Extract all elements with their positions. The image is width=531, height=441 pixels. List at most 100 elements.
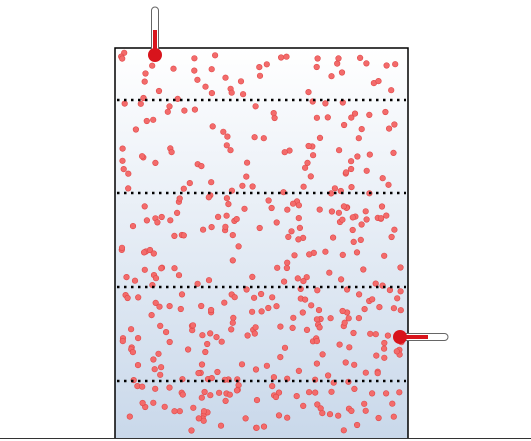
particle: [149, 63, 155, 69]
particle: [120, 158, 126, 164]
particle: [187, 180, 193, 186]
particle: [305, 160, 311, 166]
particle: [228, 327, 234, 333]
particle: [192, 107, 198, 113]
particle: [363, 408, 369, 414]
particle: [317, 325, 323, 331]
particle: [376, 415, 382, 421]
particle: [155, 220, 161, 226]
particle: [199, 163, 205, 169]
particle: [254, 397, 260, 403]
particle: [351, 330, 357, 336]
particle: [158, 364, 164, 370]
particle: [397, 390, 403, 396]
particle: [182, 108, 188, 114]
particle: [212, 53, 218, 59]
particle: [122, 101, 128, 107]
particle: [391, 305, 397, 311]
particle: [144, 218, 150, 224]
particle: [130, 223, 136, 229]
particle: [174, 210, 180, 216]
particle: [180, 392, 186, 398]
particle: [257, 64, 263, 70]
particle: [159, 214, 165, 220]
particle: [240, 91, 246, 97]
particle: [363, 370, 369, 376]
particle: [314, 361, 320, 367]
particle: [341, 204, 347, 210]
particle: [310, 152, 316, 158]
particle: [314, 115, 320, 121]
particle: [384, 213, 390, 219]
particle: [250, 274, 256, 280]
particle: [296, 368, 302, 374]
particle: [135, 362, 141, 368]
particle: [190, 323, 196, 329]
particle: [329, 209, 335, 215]
particle: [224, 143, 230, 149]
particle: [153, 160, 159, 166]
particle: [320, 352, 326, 358]
particle: [327, 411, 333, 417]
particle: [350, 227, 356, 233]
particle: [178, 306, 184, 312]
particle: [354, 422, 360, 428]
particle: [296, 237, 302, 243]
particle: [206, 195, 212, 201]
particle: [218, 423, 224, 429]
particle: [151, 251, 157, 257]
particle: [208, 179, 214, 185]
particle: [364, 61, 370, 67]
particle: [316, 307, 322, 313]
particle: [315, 56, 321, 62]
particle: [177, 408, 183, 414]
particle: [286, 234, 292, 240]
particle: [221, 129, 227, 135]
particle: [172, 265, 178, 271]
particle: [266, 305, 272, 311]
particle: [257, 225, 263, 231]
particle: [349, 408, 355, 414]
particle: [202, 389, 208, 395]
particle: [278, 354, 284, 360]
particle: [301, 184, 307, 190]
particle: [356, 292, 362, 298]
particle: [198, 303, 204, 309]
particle: [300, 403, 306, 409]
particle: [271, 110, 277, 116]
particle: [150, 117, 156, 123]
particle: [392, 61, 398, 67]
particle: [382, 355, 388, 361]
particle: [152, 366, 158, 372]
particle: [327, 270, 333, 276]
particle: [144, 118, 150, 124]
particle: [377, 304, 383, 310]
thermometer-bulb: [393, 330, 407, 344]
particle: [392, 227, 398, 233]
particle: [376, 78, 382, 84]
particle: [329, 389, 335, 395]
particle: [314, 64, 320, 70]
particle: [203, 84, 209, 90]
particle: [315, 288, 321, 294]
particle: [306, 143, 312, 149]
particle: [323, 249, 329, 255]
particle: [317, 207, 323, 213]
particle: [336, 147, 342, 153]
particle: [236, 244, 242, 250]
particle: [152, 386, 158, 392]
particle: [127, 414, 133, 420]
particle: [269, 383, 275, 389]
particle: [139, 153, 145, 159]
particle: [269, 295, 275, 301]
particle: [357, 55, 363, 61]
particle: [172, 233, 178, 239]
particle: [367, 331, 373, 337]
particle: [290, 325, 296, 331]
particle: [278, 55, 284, 61]
particle: [274, 265, 280, 271]
particle: [189, 428, 195, 434]
particle: [312, 390, 318, 396]
particle: [339, 70, 345, 76]
particle: [181, 233, 187, 239]
